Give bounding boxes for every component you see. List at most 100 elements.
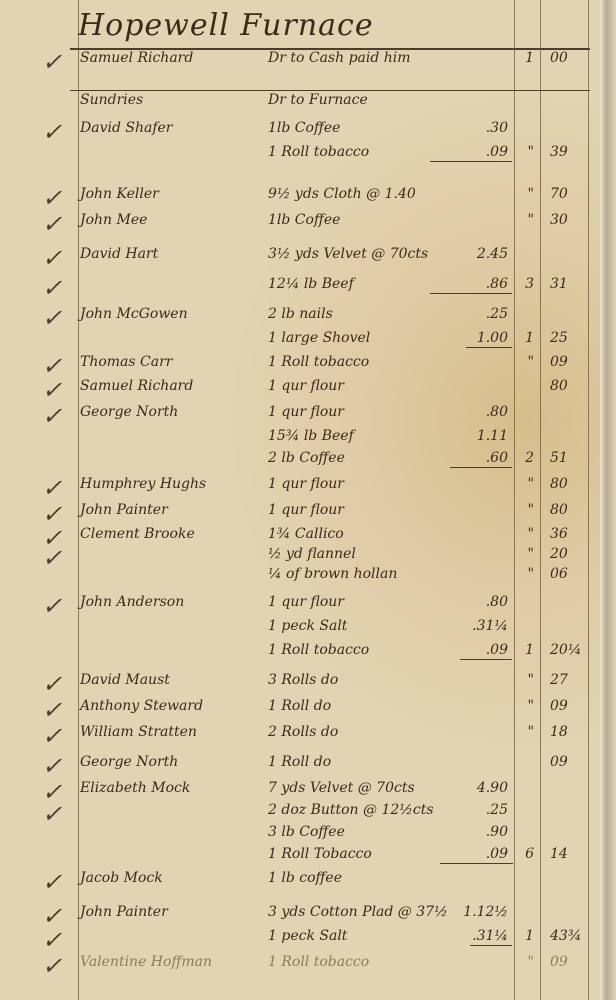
entry-dollars: " (527, 526, 534, 542)
entry-item: 7 yds Velvet @ 70cts (268, 780, 415, 796)
ledger-row: 1 peck Salt .31¼ (0, 615, 600, 637)
entry-item: 2 lb nails (268, 306, 333, 322)
ledger-row: ✓ John Painter 1 qur flour " 80 (0, 499, 600, 528)
subtotal-rule (470, 945, 512, 946)
entry-cents: 25 (550, 330, 568, 346)
entry-item: 15¾ lb Beef (268, 428, 354, 444)
ledger-row: ✓ Valentine Hoffman 1 Roll tobacco " 09 (0, 951, 600, 980)
ledger-row: ¼ of brown hollan " 06 (0, 563, 600, 585)
entry-item-amount: .25 (485, 802, 508, 818)
entry-dollars: " (527, 476, 534, 492)
entry-item: 1 Roll do (268, 698, 332, 714)
entry-name: Valentine Hoffman (80, 954, 213, 970)
ledger-row: ✓ David Maust 3 Rolls do " 27 (0, 669, 600, 698)
check-mark-icon: ✓ (40, 352, 68, 380)
entry-name: John McGowen (80, 306, 188, 322)
entry-item: 12¼ lb Beef (268, 276, 354, 292)
entry-dollars: " (527, 698, 534, 714)
ledger-row: ✓ Anthony Steward 1 Roll do " 09 (0, 695, 600, 724)
entry-item-amount: 2.45 (476, 246, 508, 262)
entry-cents: 70 (550, 186, 568, 202)
entry-item-amount: .09 (485, 846, 508, 862)
entry-name: David Shafer (80, 120, 173, 136)
entry-item: 3½ yds Velvet @ 70cts (268, 246, 429, 262)
check-mark-icon: ✓ (40, 274, 68, 302)
entry-dollars: 3 (525, 276, 534, 292)
entry-cents: 09 (550, 354, 568, 370)
entry-item: 1 peck Salt (268, 928, 348, 944)
entry-cents: 27 (550, 672, 568, 688)
right-column-line (588, 0, 589, 1000)
entry-dollars: 1 (525, 330, 534, 346)
entry-dollars: 2 (525, 450, 534, 466)
ledger-row: ✓ John Keller 9½ yds Cloth @ 1.40 " 70 (0, 183, 600, 212)
check-mark-icon: ✓ (40, 952, 68, 980)
ledger-row: ✓ George North 1 Roll do 09 (0, 751, 600, 780)
page-edge (600, 0, 616, 1000)
entry-cents: 09 (550, 754, 568, 770)
entry-item: 2 doz Button @ 12½cts (268, 802, 434, 818)
entry-cents: 51 (550, 450, 568, 466)
check-mark-icon: ✓ (40, 696, 68, 724)
subtotal-rule (460, 659, 512, 660)
entry-cents: 80 (550, 378, 568, 394)
entry-item: ¼ of brown hollan (268, 566, 398, 582)
entry-cents: 43¾ (550, 928, 582, 944)
entry-name: Sundries (80, 92, 144, 108)
check-mark-icon: ✓ (40, 752, 68, 780)
check-mark-icon: ✓ (40, 48, 68, 76)
entry-dollars: " (527, 354, 534, 370)
check-mark-icon: ✓ (40, 592, 68, 620)
entry-item: 3 yds Cotton Plad @ 37½ (268, 904, 448, 920)
margin-line (78, 0, 79, 1000)
ledger-row: 15¾ lb Beef 1.11 (0, 425, 600, 447)
check-mark-icon: ✓ (40, 244, 68, 272)
check-mark-icon: ✓ (40, 670, 68, 698)
ledger-row: 1 Roll Tobacco .09 6 14 (0, 843, 600, 865)
ledger-row: ✓ Clement Brooke 1¾ Callico " 36 (0, 523, 600, 552)
entry-cents: 00 (550, 50, 568, 66)
check-mark-icon: ✓ (40, 474, 68, 502)
entry-cents: 09 (550, 954, 568, 970)
ledger-row: ✓ ½ yd flannel " 20 (0, 543, 600, 572)
entry-name: John Keller (80, 186, 159, 202)
entry-item: 1 Roll tobacco (268, 954, 370, 970)
subtotal-rule (430, 293, 512, 294)
entry-dollars: " (527, 546, 534, 562)
entry-cents: 09 (550, 698, 568, 714)
ledger-row: ✓ John McGowen 2 lb nails .25 (0, 303, 600, 332)
entry-item-amount: .31¼ (472, 928, 508, 944)
entry-name: George North (80, 754, 179, 770)
entry-item: 3 lb Coffee (268, 824, 345, 840)
entry-item: 9½ yds Cloth @ 1.40 (268, 186, 416, 202)
entry-item: 1 Roll do (268, 754, 332, 770)
ledger-row: ✓ George North 1 qur flour .80 (0, 401, 600, 430)
entry-name: David Maust (80, 672, 170, 688)
entry-item-amount: 4.90 (476, 780, 508, 796)
entry-item-amount: .90 (485, 824, 508, 840)
entry-item-amount: 1.11 (476, 428, 508, 444)
entry-item: 1 lb coffee (268, 870, 343, 886)
ledger-page: Hopewell Furnace ✓ Samuel Richard Dr to Ca… (0, 0, 600, 1000)
entry-item: Dr to Furnace (268, 92, 368, 108)
entry-name: John Anderson (80, 594, 185, 610)
entry-dollars: " (527, 724, 534, 740)
entry-item: 1 qur flour (268, 476, 344, 492)
entry-item-amount: .30 (485, 120, 508, 136)
entry-dollars: " (527, 672, 534, 688)
check-mark-icon: ✓ (40, 304, 68, 332)
entry-name: Samuel Richard (80, 378, 194, 394)
entry-name: William Stratten (80, 724, 197, 740)
entry-item-amount: .80 (485, 594, 508, 610)
cents-column-line (540, 0, 541, 1000)
entry-name: David Hart (80, 246, 159, 262)
entry-dollars: 6 (525, 846, 534, 862)
check-mark-icon: ✓ (40, 118, 68, 146)
amount-column-line (514, 0, 515, 1000)
entry-dollars: " (527, 502, 534, 518)
ledger-row: ✓ William Stratten 2 Rolls do " 18 (0, 721, 600, 750)
entry-item: 1¾ Callico (268, 526, 344, 542)
ledger-row: 1 Roll tobacco .09 " 39 (0, 141, 600, 163)
subtotal-rule (430, 161, 512, 162)
entry-item-amount: .86 (485, 276, 508, 292)
